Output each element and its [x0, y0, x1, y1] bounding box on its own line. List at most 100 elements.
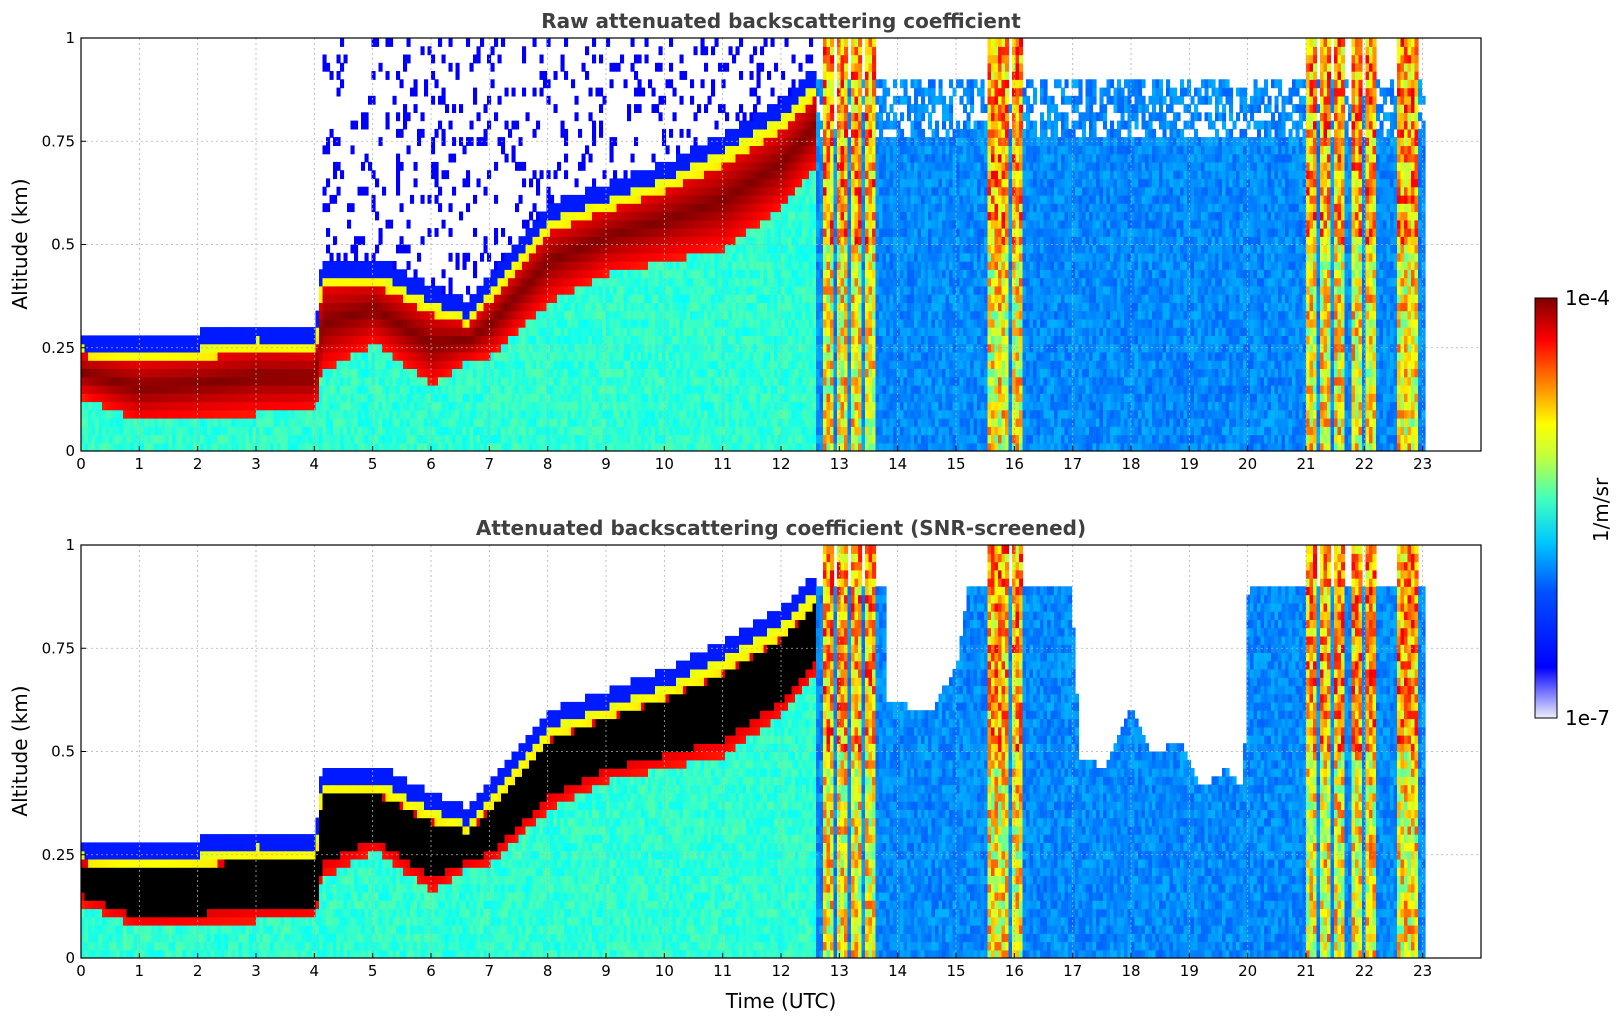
heatmap-cell	[340, 310, 345, 320]
heatmap-cell	[466, 442, 471, 451]
heatmap-cell	[567, 302, 572, 312]
heatmap-cell	[665, 351, 670, 361]
heatmap-cell	[690, 145, 695, 155]
heatmap-cell	[613, 137, 618, 146]
heatmap-cell	[529, 434, 534, 444]
heatmap-cell	[231, 426, 236, 436]
heatmap-cell	[658, 368, 663, 378]
heatmap-cell	[165, 426, 170, 436]
heatmap-cell	[231, 376, 236, 386]
heatmap-cell	[326, 351, 331, 361]
heatmap-cell	[105, 442, 110, 451]
heatmap-cell	[410, 426, 415, 436]
heatmap-cell	[721, 203, 726, 213]
heatmap-cell	[536, 277, 541, 287]
heatmap-cell	[599, 310, 604, 320]
heatmap-cell	[536, 252, 541, 262]
heatmap-cell	[634, 351, 639, 361]
heatmap-cell	[697, 261, 702, 270]
heatmap-cell	[448, 384, 453, 394]
heatmap-cell	[469, 418, 474, 427]
heatmap-cell	[557, 376, 562, 386]
heatmap-cell	[742, 393, 747, 403]
heatmap-cell	[368, 277, 373, 287]
heatmap-cell	[735, 434, 740, 444]
heatmap-cell	[420, 128, 425, 138]
heatmap-cell	[672, 87, 677, 97]
heatmap-column	[711, 46, 716, 451]
heatmap-cell	[651, 285, 656, 295]
heatmap-cell	[336, 302, 341, 312]
heatmap-cell	[193, 401, 198, 411]
heatmap-cell	[399, 128, 404, 138]
heatmap-cell	[532, 310, 537, 320]
heatmap-cell	[354, 384, 359, 394]
heatmap-cell	[585, 228, 590, 237]
heatmap-cell	[238, 351, 243, 361]
heatmap-cell	[669, 62, 674, 72]
heatmap-cell	[109, 434, 114, 444]
heatmap-cell	[112, 360, 117, 369]
heatmap-cell	[578, 244, 583, 254]
heatmap-cell	[515, 351, 520, 361]
heatmap-cell	[536, 351, 541, 361]
heatmap-cell	[644, 244, 649, 254]
heatmap-cell	[315, 409, 320, 419]
heatmap-cell	[732, 418, 737, 427]
heatmap-cell	[413, 434, 418, 444]
heatmap-cell	[448, 426, 453, 436]
heatmap-cell	[658, 170, 663, 180]
heatmap-cell	[634, 384, 639, 394]
heatmap-cell	[319, 277, 324, 287]
heatmap-cell	[571, 194, 576, 204]
heatmap-column	[434, 79, 439, 451]
heatmap-cell	[438, 418, 443, 427]
raw-backscatter-panel: Raw attenuated backscattering coefficien…	[8, 9, 1482, 473]
heatmap-cell	[704, 261, 709, 270]
heatmap-cell	[448, 277, 453, 287]
heatmap-cell	[483, 128, 488, 138]
heatmap-cell	[613, 310, 618, 320]
heatmap-cell	[259, 393, 264, 403]
heatmap-cell	[410, 285, 415, 295]
heatmap-cell	[88, 351, 93, 361]
heatmap-cell	[473, 294, 478, 303]
heatmap-cell	[672, 401, 677, 411]
heatmap-cell	[249, 376, 254, 386]
heatmap-cell	[480, 368, 485, 378]
heatmap-cell	[567, 194, 572, 204]
heatmap-cell	[518, 161, 523, 171]
heatmap-cell	[280, 335, 285, 345]
heatmap-cell	[102, 418, 107, 427]
heatmap-cell	[322, 343, 327, 353]
heatmap-column	[515, 120, 520, 451]
heatmap-cell	[340, 351, 345, 361]
heatmap-cell	[224, 401, 229, 411]
heatmap-cell	[396, 153, 401, 163]
heatmap-cell	[529, 211, 534, 221]
heatmap-cell	[140, 368, 145, 378]
heatmap-cell	[483, 393, 488, 403]
heatmap-cell	[648, 318, 653, 328]
heatmap-cell	[434, 194, 439, 204]
heatmap-cell	[578, 393, 583, 403]
heatmap-cell	[707, 277, 712, 287]
heatmap-cell	[630, 426, 635, 436]
heatmap-cell	[627, 409, 632, 419]
heatmap-cell	[452, 434, 457, 444]
heatmap-cell	[728, 178, 733, 188]
heatmap-cell	[168, 401, 173, 411]
heatmap-cell	[494, 310, 499, 320]
heatmap-cell	[571, 228, 576, 237]
heatmap-cell	[728, 426, 733, 436]
heatmap-cell	[560, 277, 565, 287]
heatmap-cell	[651, 244, 656, 254]
heatmap-cell	[585, 409, 590, 419]
heatmap-cell	[623, 194, 628, 204]
heatmap-cell	[557, 401, 562, 411]
heatmap-cell	[613, 418, 618, 427]
heatmap-cell	[707, 95, 712, 105]
heatmap-column	[592, 38, 597, 451]
heatmap-cell	[84, 434, 89, 444]
